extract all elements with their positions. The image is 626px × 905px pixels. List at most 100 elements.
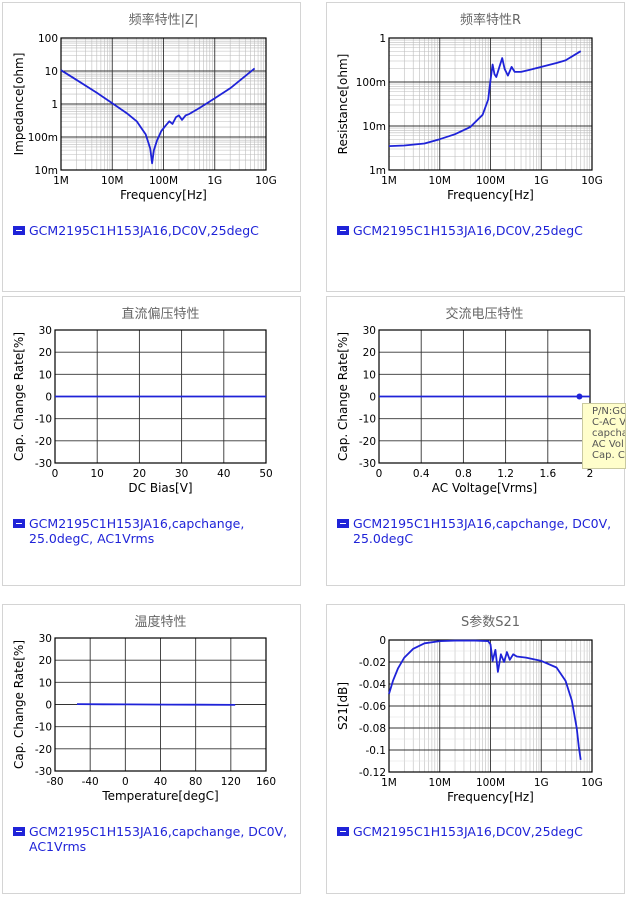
tooltip-line: capcha: [592, 428, 626, 439]
chart-panel-impedance: 频率特性|Z| 1M 10M 100M 1G 10G 10m 100m 1 10 100 Freque…: [2, 2, 301, 292]
tooltip-line: C-AC V: [592, 417, 626, 428]
y-tick-label: -0.08: [359, 723, 386, 735]
resistance-chart: 频率特性R 1M 10M 100M 1G 10G 1m 10m 100m 1 Frequency[H…: [336, 12, 603, 202]
y-tick-label: 100m: [356, 77, 386, 89]
y-tick-label: 0: [45, 392, 52, 404]
x-tick-label: 10M: [101, 175, 123, 187]
y-tick-label: 0: [379, 635, 386, 647]
y-axis-label: Cap. Change Rate[%]: [12, 332, 26, 461]
y-tick-label: -30: [35, 458, 52, 470]
ac-voltage-chart: 交流电压特性 0 0.4 0.8 1.2 1.6 2 -30 -20 -10 0 10 20 30 AC V…: [336, 306, 594, 495]
y-tick-label: 20: [39, 655, 52, 667]
chart-title: 频率特性R: [460, 12, 521, 28]
y-tick-label: 1m: [369, 165, 386, 177]
legend-label: GCM2195C1H153JA16,capchange, 25.0degC, A…: [29, 516, 245, 546]
x-axis-label: Temperature[degC]: [101, 789, 218, 803]
x-tick-label: 0: [52, 468, 59, 480]
y-axis-label: S21[dB]: [336, 682, 350, 730]
chart-panel-ac-voltage: 交流电压特性 0 0.4 0.8 1.2 1.6 2 -30 -20 -10 0 10 20 30 AC V…: [326, 296, 625, 586]
y-tick-label: 30: [39, 325, 52, 337]
legend-s21[interactable]: GCM2195C1H153JA16,DC0V,25degC: [337, 824, 623, 840]
y-tick-label: 30: [363, 325, 376, 337]
chart-panel-resistance: 频率特性R 1M 10M 100M 1G 10G 1m 10m 100m 1 Frequency[H…: [326, 2, 625, 292]
x-tick-label: 160: [256, 776, 276, 788]
chart-title: 直流偏压特性: [121, 307, 199, 322]
y-tick-label: 10: [39, 369, 52, 381]
y-tick-label: -0.04: [359, 679, 386, 691]
legend-ac-voltage[interactable]: GCM2195C1H153JA16,capchange, DC0V, 25.0d…: [337, 516, 623, 546]
x-tick-label: 0: [376, 468, 383, 480]
x-tick-label: 100M: [149, 175, 178, 187]
x-tick-label: 1G: [534, 777, 549, 789]
legend-label: GCM2195C1H153JA16,DC0V,25degC: [29, 223, 259, 238]
y-axis-label: Resistance[ohm]: [336, 54, 350, 155]
x-tick-label: 1M: [53, 175, 69, 187]
legend-dc-bias[interactable]: GCM2195C1H153JA16,capchange, 25.0degC, A…: [13, 516, 299, 546]
legend-toggle-icon[interactable]: [337, 226, 349, 235]
y-tick-label: 10m: [362, 121, 386, 133]
tooltip-line: AC Vol: [592, 439, 624, 450]
x-axis-label: DC Bias[V]: [128, 481, 192, 495]
legend-toggle-icon[interactable]: [13, 827, 25, 836]
plot-frame: [388, 37, 593, 171]
y-tick-label: 20: [39, 347, 52, 359]
y-tick-label: 100: [38, 33, 58, 45]
legend-toggle-icon[interactable]: [337, 827, 349, 836]
y-tick-label: -0.12: [359, 767, 386, 779]
legend-label: GCM2195C1H153JA16,capchange, DC0V, 25.0d…: [353, 516, 612, 546]
x-tick-label: 20: [133, 468, 146, 480]
plot-frame: [60, 37, 267, 171]
legend-temperature[interactable]: GCM2195C1H153JA16,capchange, DC0V, AC1Vr…: [13, 824, 299, 854]
chart-panel-s21: S参数S21 1M 10M 100M 1G 10G -0.12 -0.1 -0.08 -0.06 -…: [326, 604, 625, 894]
x-tick-label: 10M: [429, 175, 451, 187]
legend-toggle-icon[interactable]: [337, 519, 349, 528]
x-tick-label: 100M: [476, 175, 505, 187]
chart-panel-dc-bias: 直流偏压特性 0 10 20 30 40 50 -30 -20 -10 0 10 20 30 DC Bias…: [2, 296, 301, 586]
y-tick-label: 10: [45, 66, 58, 78]
y-tick-label: -0.06: [359, 701, 386, 713]
tooltip-line: Cap. C: [592, 450, 625, 461]
y-tick-label: -20: [35, 744, 52, 756]
y-tick-label: 100m: [28, 132, 58, 144]
x-tick-label: -80: [46, 776, 63, 788]
y-tick-label: 30: [39, 633, 52, 645]
legend-label: GCM2195C1H153JA16,capchange, DC0V, AC1Vr…: [29, 824, 288, 854]
x-axis-label: Frequency[Hz]: [120, 188, 207, 202]
x-tick-label: 0.8: [455, 468, 472, 480]
x-tick-label: 0.4: [413, 468, 430, 480]
y-tick-label: -30: [359, 458, 376, 470]
x-tick-label: 10G: [581, 175, 603, 187]
series-line: [388, 50, 582, 147]
x-tick-label: 0: [122, 776, 129, 788]
y-axis-label: Impedance[ohm]: [12, 53, 26, 156]
y-tick-label: 0: [45, 700, 52, 712]
y-tick-label: 1: [51, 99, 58, 111]
chart-title: 温度特性: [134, 614, 186, 630]
y-tick-label: 1: [379, 33, 386, 45]
series-line: [388, 639, 582, 761]
x-tick-label: 40: [217, 468, 230, 480]
legend-toggle-icon[interactable]: [13, 519, 25, 528]
x-tick-label: -40: [82, 776, 99, 788]
impedance-chart: 频率特性|Z| 1M 10M 100M 1G 10G 10m 100m 1 10 100 Freque…: [12, 12, 277, 202]
chart-title: 频率特性|Z|: [129, 12, 199, 28]
x-tick-label: 1M: [381, 175, 397, 187]
legend-resistance[interactable]: GCM2195C1H153JA16,DC0V,25degC: [337, 223, 623, 239]
temperature-chart: 温度特性 -80 -40 0 40 80 120 160 -30 -20 -10 0 10 20 30 Tem…: [12, 614, 276, 803]
legend-label: GCM2195C1H153JA16,DC0V,25degC: [353, 824, 583, 839]
chart-title: 交流电压特性: [445, 306, 523, 322]
x-tick-label: 10G: [255, 175, 277, 187]
y-tick-label: 0: [369, 392, 376, 404]
x-tick-label: 10M: [429, 777, 451, 789]
y-tick-label: 20: [363, 347, 376, 359]
x-tick-label: 100M: [476, 777, 505, 789]
legend-toggle-icon[interactable]: [13, 226, 25, 235]
x-axis-label: AC Voltage[Vrms]: [432, 481, 537, 495]
x-tick-label: 30: [175, 468, 188, 480]
legend-impedance[interactable]: GCM2195C1H153JA16,DC0V,25degC: [13, 223, 299, 239]
y-axis-label: Cap. Change Rate[%]: [12, 640, 26, 769]
x-tick-label: 2: [587, 468, 594, 480]
y-tick-label: -10: [35, 414, 52, 426]
x-tick-label: 1.6: [539, 468, 556, 480]
